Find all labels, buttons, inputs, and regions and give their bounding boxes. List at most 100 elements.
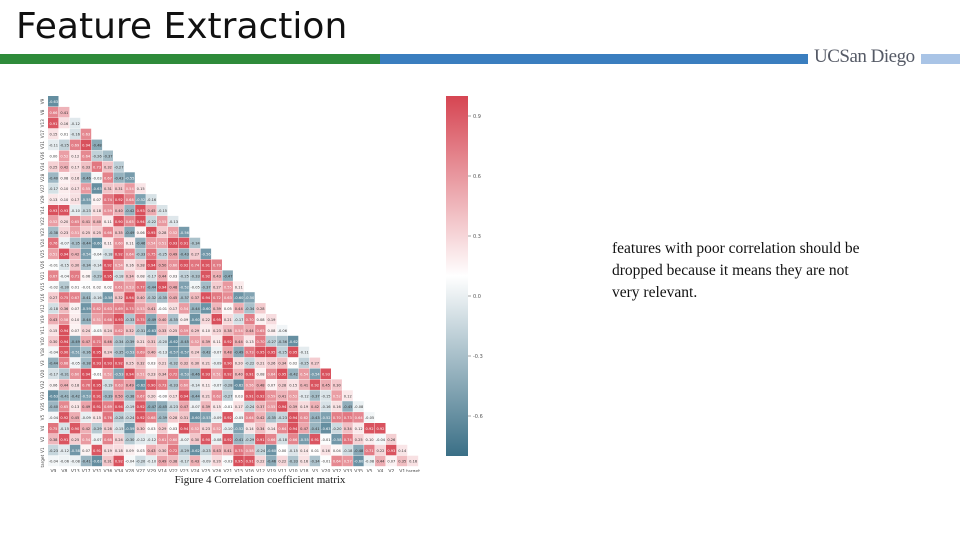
heatmap-cell-label: -0.18 [114,274,124,278]
heatmap-cell [244,455,255,467]
heatmap-cell-label: -0.47 [223,274,232,278]
heatmap-cell-label: 0.42 [82,427,90,431]
heatmap-cell-label: -0.18 [49,307,59,311]
heatmap-cell-label: -0.62 [289,340,298,344]
heatmap-cell-label: 0.66 [289,438,298,442]
heatmap-cell-label: 0.22 [278,460,286,464]
heatmap-cell [211,292,222,303]
y-tick-label: V8 [40,109,45,115]
heatmap-cell-label: 0.75 [235,449,243,453]
heatmap-cell-label: 0.91 [93,405,101,409]
heatmap-cell [69,205,81,216]
heatmap-cell [124,433,135,445]
heatmap-cell-label: 0.92 [60,416,68,420]
heatmap-cell [157,401,168,412]
heatmap-cell [200,248,212,260]
colorbar-tick-label: 0.6 [473,174,481,180]
heatmap-cell-label: -0.41 [81,460,90,464]
heatmap-cell [309,357,321,369]
heatmap-cell-label: 0.92 [104,263,112,267]
heatmap-cell-label: 0.23 [60,231,68,235]
heatmap-cell-label: -0.18 [343,449,353,453]
heatmap-cell [80,412,92,423]
y-tick-label: V27 [40,184,45,193]
heatmap-cell-label: -0.03 [92,176,101,180]
heatmap-cell-label: 0.48 [257,383,266,387]
heatmap-cell [287,379,299,390]
heatmap-cell [48,444,59,456]
heatmap-cell [178,412,190,423]
body-text: features with poor correlation should be… [612,240,860,301]
heatmap-cell [157,303,168,314]
heatmap-cell-label: 0.25 [82,231,90,235]
heatmap-cell-label: 0.02 [289,362,297,366]
heatmap-cell [124,237,135,249]
heatmap-cell [178,401,190,412]
heatmap-cell [124,205,135,216]
heatmap-cell [102,237,113,249]
heatmap-cell [102,314,113,325]
heatmap-cell-label: -0.29 [180,449,190,453]
heatmap-cell [124,270,135,281]
heatmap-cell-label: 0.47 [180,405,188,409]
heatmap-cell-label: 0.21 [202,394,210,398]
y-tick-label: V9 [40,98,45,104]
heatmap-cell-label: 0.40 [148,351,157,355]
heatmap-cell [113,455,124,467]
heatmap-cell-label: 0.23 [202,427,210,431]
heatmap-cell-label: -0.23 [81,209,90,213]
heatmap-cell [342,423,353,434]
heatmap-cell-label: 0.34 [158,372,167,376]
heatmap-cell-label: -0.07 [212,351,221,355]
heatmap-cell-label: 0.14 [267,427,276,431]
heatmap-cell-label: -0.04 [376,438,386,442]
heatmap-cell-label: -0.33 [136,253,145,257]
heatmap-cell [135,455,146,467]
heatmap-cell [211,455,222,467]
heatmap-cell-label: 0.94 [126,372,135,376]
heatmap-cell-label: 0.01 [311,449,319,453]
heatmap-cell-label: -0.55 [299,438,308,442]
heatmap-cell [113,412,124,423]
heatmap-cell [102,172,113,183]
heatmap-cell [233,390,244,401]
heatmap-cell-label: -0.60 [190,318,200,322]
heatmap-cell [178,292,190,303]
heatmap-cell-label: 0.94 [115,405,124,409]
heatmap-cell [287,433,299,445]
heatmap-cell-label: -0.24 [125,416,135,420]
heatmap-cell [167,455,179,467]
heatmap-cell [146,401,157,412]
heatmap-cell [157,314,168,325]
heatmap-cell [298,444,310,456]
heatmap-cell-label: 0.24 [115,438,124,442]
heatmap-cell-label: -0.46 [267,460,277,464]
heatmap-cell-label: 0.10 [60,198,69,202]
heatmap-cell [222,368,233,379]
heatmap-cell-label: 0.71 [366,449,374,453]
heatmap-cell [266,433,277,445]
heatmap-cell [102,281,113,292]
heatmap-cell-label: 0.17 [169,307,177,311]
heatmap-cell-label: 0.06 [49,383,58,387]
heatmap-cell [222,314,233,325]
heatmap-cell-label: -0.35 [71,242,80,246]
heatmap-cell-label: 0.94 [137,220,146,224]
heatmap-cell [287,335,299,347]
heatmap-cell [91,346,103,358]
heatmap-cell [331,401,342,412]
heatmap-cell [189,270,201,281]
heatmap-cell-label: 0.59 [104,209,113,213]
heatmap-cell-label: -0.55 [125,176,134,180]
heatmap-cell [298,433,310,445]
heatmap-cell-label: 0.39 [289,405,298,409]
heatmap-cell-label: 0.26 [267,362,276,366]
heatmap-cell-label: 0.94 [202,296,211,300]
heatmap-cell-label: -0.03 [223,460,232,464]
heatmap-cell [146,248,157,260]
heatmap-cell [364,433,375,445]
heatmap-cell-label: 0.50 [158,263,167,267]
heatmap-cell [48,335,59,347]
heatmap-cell-label: 0.15 [93,416,101,420]
heatmap-cell-label: -0.45 [158,405,167,409]
